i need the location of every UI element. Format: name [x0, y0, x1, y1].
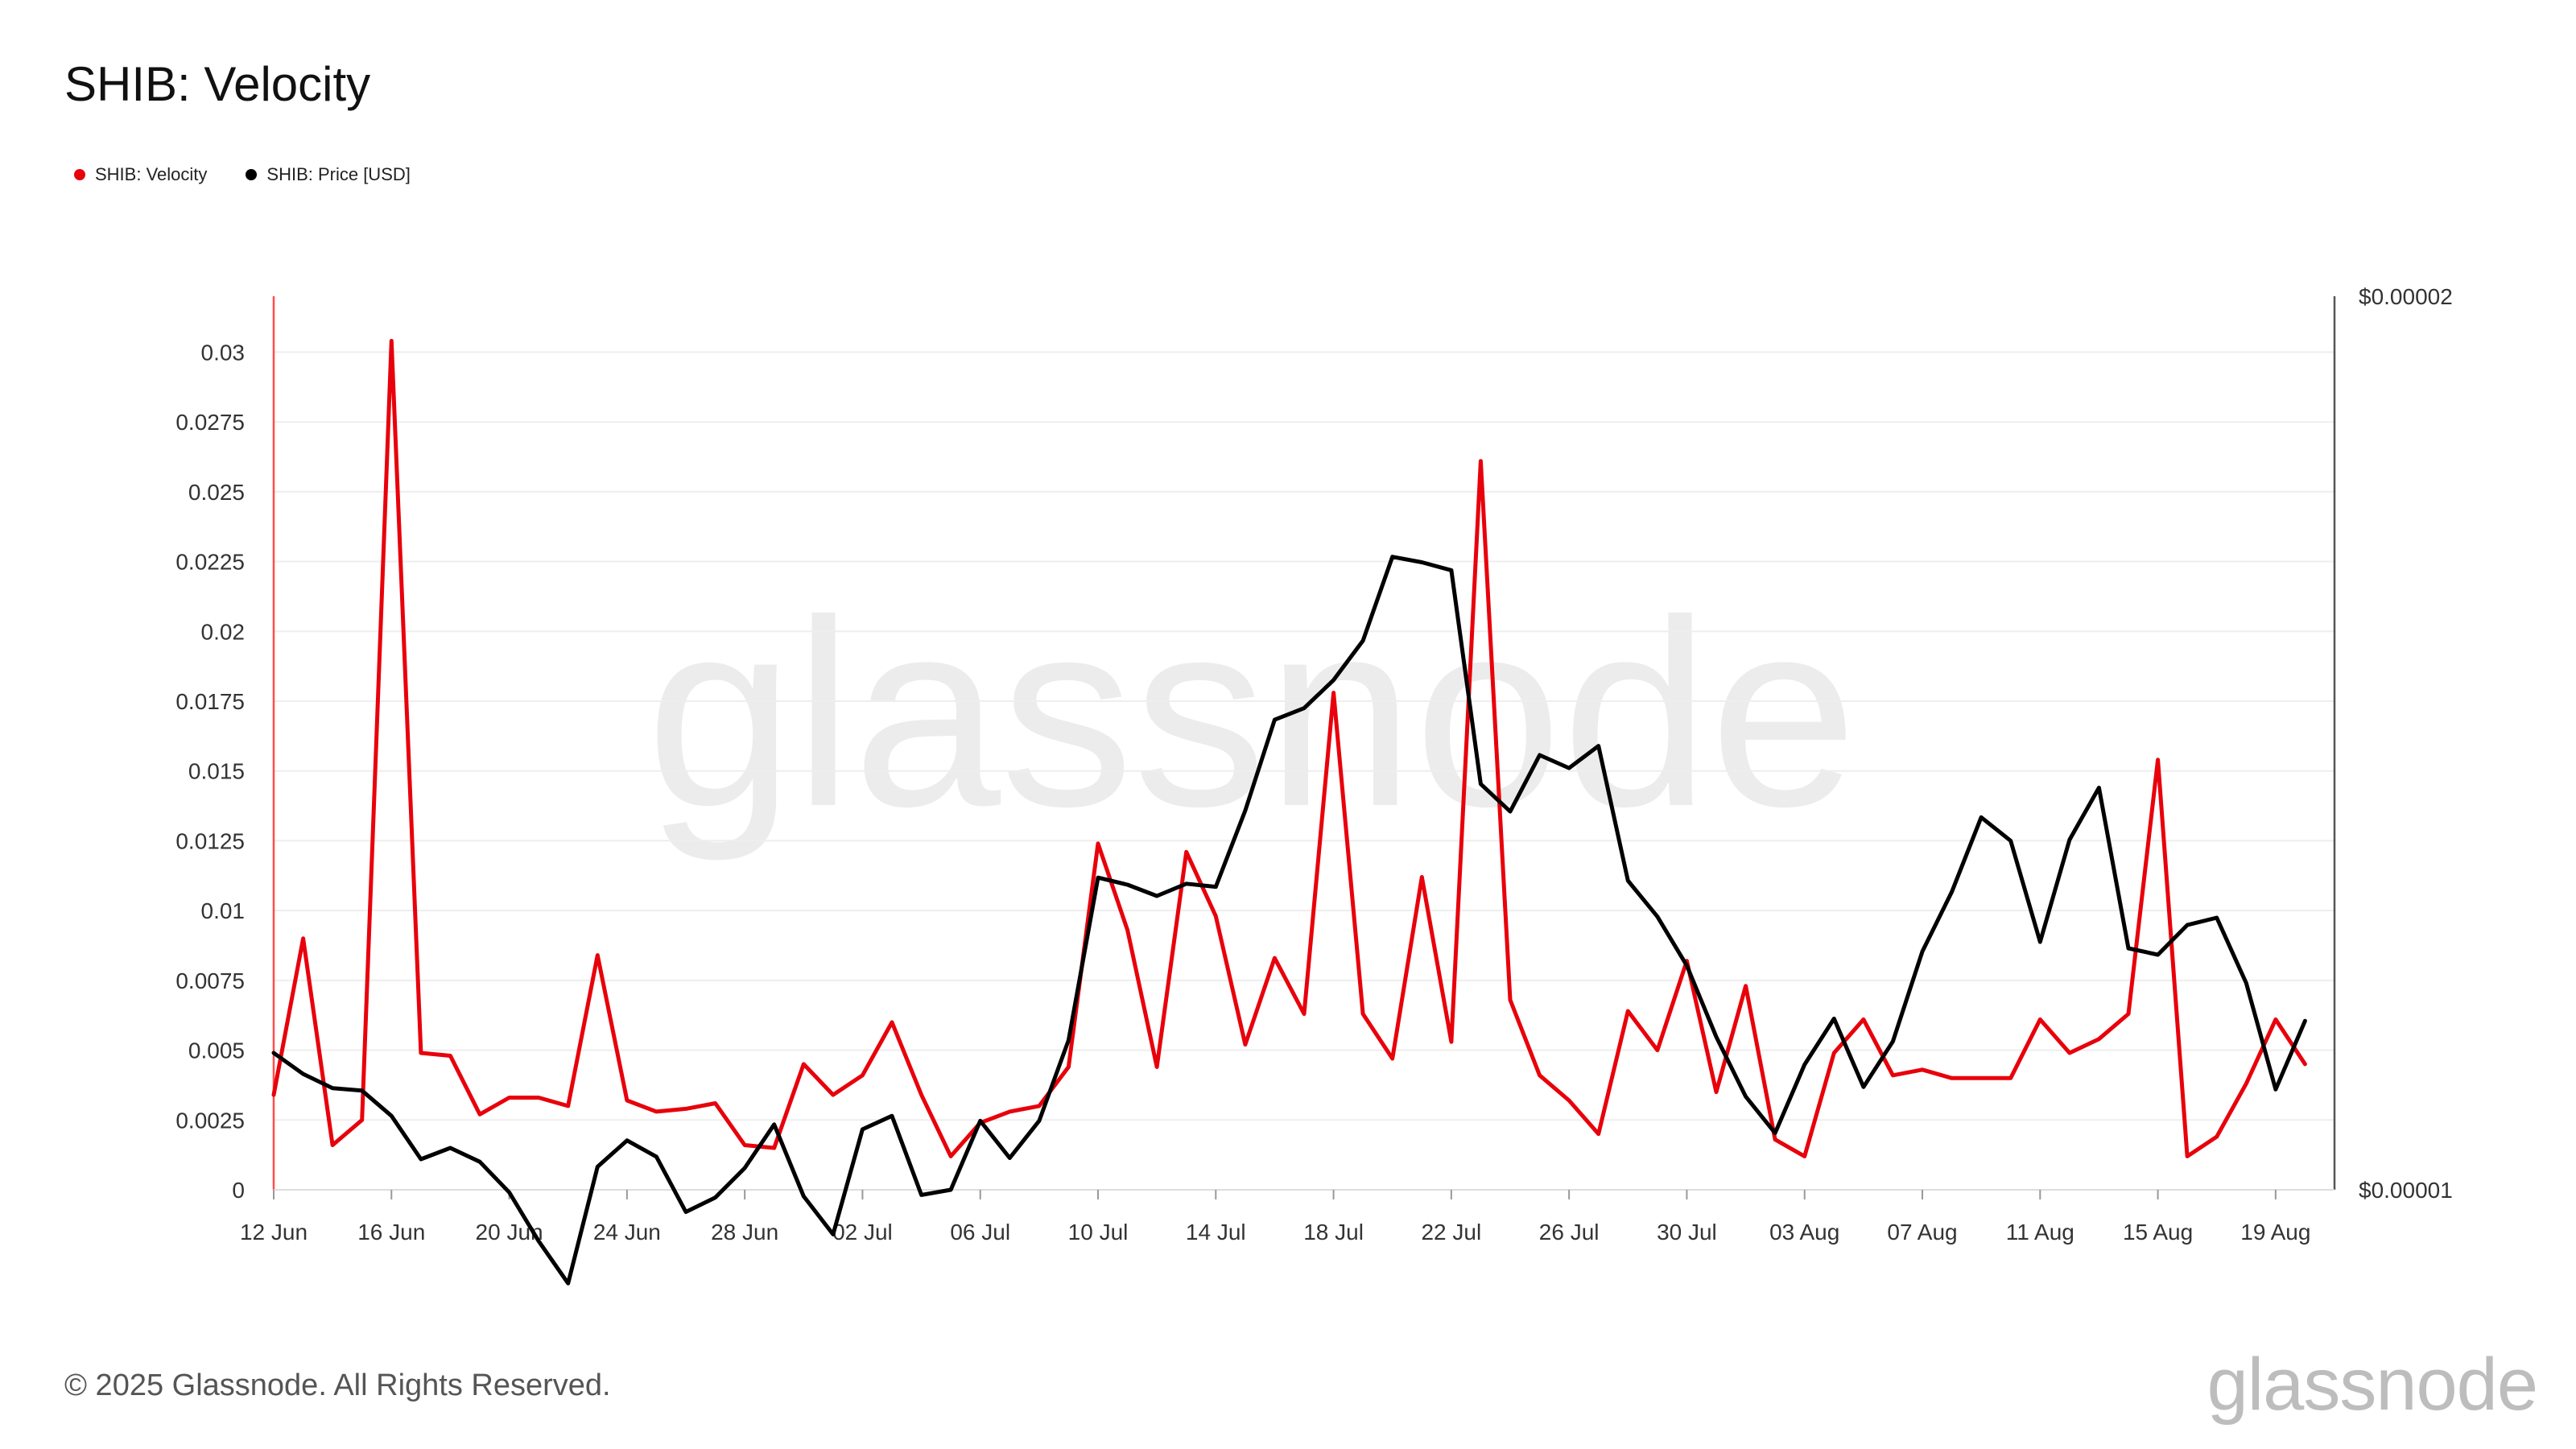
y-left-tick-label: 0.0225	[175, 550, 245, 575]
y-left-tick-label: 0.01	[201, 898, 246, 923]
y-left-tick-label: 0.0125	[175, 828, 245, 853]
y-axis-left: 0 0.0025 0.005 0.0075 0.01 0.0125 0.015 0.0175 0…	[175, 340, 245, 1203]
y-left-tick-label: 0.0175	[175, 689, 245, 714]
x-tick-label: 30 Jul	[1657, 1220, 1717, 1245]
page-title: SHIB: Velocity	[64, 57, 371, 111]
x-tick-label: 07 Aug	[1887, 1220, 1957, 1245]
y-left-tick-label: 0.02	[201, 619, 246, 644]
axes	[272, 296, 2336, 1191]
x-tick-label: 26 Jul	[1539, 1220, 1600, 1245]
price-line	[271, 555, 2307, 1286]
x-tick-label: 10 Jul	[1068, 1220, 1129, 1245]
legend-label-price: SHIB: Price [USD]	[266, 164, 411, 184]
x-tick-label: 16 Jun	[357, 1220, 425, 1245]
x-tick-label: 12 Jun	[240, 1220, 308, 1245]
x-tick-label: 24 Jun	[593, 1220, 661, 1245]
legend-item-price[interactable]: SHIB: Price [USD]	[246, 164, 411, 185]
x-tick-label: 11 Aug	[2006, 1220, 2074, 1245]
grid-lines	[274, 351, 2334, 1191]
legend-item-velocity[interactable]: SHIB: Velocity	[74, 164, 207, 185]
x-tick-label: 28 Jun	[711, 1220, 778, 1245]
x-tick-label: 19 Aug	[2240, 1220, 2310, 1245]
x-tick-label: 15 Aug	[2123, 1220, 2193, 1245]
legend-label-velocity: SHIB: Velocity	[95, 164, 208, 184]
y-right-tick-label: $0.00001	[2359, 1178, 2453, 1203]
y-right-tick-label: $0.00002	[2359, 284, 2453, 309]
x-tick-label: 02 Jul	[832, 1220, 893, 1245]
x-tick-label: 03 Aug	[1769, 1220, 1839, 1245]
watermark: glassnode	[646, 564, 1858, 863]
y-left-tick-label: 0.015	[188, 759, 245, 784]
y-left-tick-label: 0.0275	[175, 410, 245, 435]
y-left-tick-label: 0	[232, 1178, 245, 1203]
x-tick-label: 22 Jul	[1421, 1220, 1481, 1245]
legend-dot-price	[246, 169, 258, 180]
y-left-tick-label: 0.025	[188, 480, 245, 505]
y-axis-right: $0.00002 $0.00001	[2359, 284, 2453, 1203]
x-tick-label: 06 Jul	[950, 1220, 1010, 1245]
series-lines	[271, 339, 2307, 1286]
copyright-text: © 2025 Glassnode. All Rights Reserved.	[64, 1368, 611, 1402]
x-axis: 12 Jun 16 Jun 20 Jun 24 Jun 28 Jun 02 Jul 06 J…	[240, 1190, 2310, 1245]
y-left-tick-label: 0.0075	[175, 968, 245, 993]
legend: SHIB: Velocity SHIB: Price [USD]	[74, 164, 411, 185]
y-left-tick-label: 0.0025	[175, 1108, 245, 1133]
y-left-tick-label: 0.005	[188, 1038, 245, 1063]
brand-logo: glassnode	[2207, 1344, 2538, 1426]
y-left-tick-label: 0.03	[201, 340, 246, 365]
legend-dot-velocity	[74, 169, 85, 180]
x-tick-label: 18 Jul	[1303, 1220, 1364, 1245]
velocity-line	[271, 339, 2307, 1158]
x-tick-label: 14 Jul	[1186, 1220, 1246, 1245]
